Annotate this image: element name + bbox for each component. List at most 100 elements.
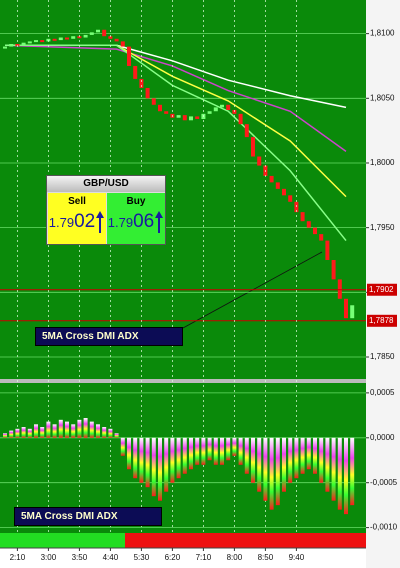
- candle-body: [108, 36, 113, 39]
- x-tick-label: 3:50: [72, 553, 88, 562]
- annotation: 5MA Cross DMI ADX: [35, 327, 183, 346]
- indicator-bar: [269, 437, 274, 510]
- indicator-bar: [213, 437, 218, 465]
- x-tick-label: 8:50: [258, 553, 274, 562]
- candle-body: [220, 104, 224, 108]
- annotation: 5MA Cross DMI ADX: [14, 507, 162, 526]
- candle-body: [145, 87, 150, 99]
- candle-body: [319, 234, 324, 241]
- indicator-bar: [133, 437, 138, 479]
- indicator-bar: [282, 437, 286, 492]
- indicator-bar: [350, 437, 355, 506]
- up-arrow: [96, 211, 104, 233]
- candle-body: [139, 78, 144, 88]
- indicator-bar: [145, 437, 150, 488]
- candle-body: [189, 116, 193, 121]
- candle-body: [288, 195, 293, 202]
- indicator-bar: [139, 437, 144, 483]
- candle-body: [58, 37, 63, 41]
- indicator-bar: [220, 437, 224, 465]
- candle-body: [40, 40, 45, 43]
- indicator-bar: [21, 427, 26, 438]
- candle-body: [207, 111, 212, 114]
- y-tick-label: 1,8100: [370, 29, 395, 38]
- candle-body: [257, 156, 262, 166]
- indicator-bar: [226, 437, 231, 461]
- candle-body: [27, 41, 32, 44]
- x-tick-label: 6:20: [165, 553, 181, 562]
- indicator-bar: [27, 428, 32, 438]
- buy-button[interactable]: Buy 1.7906: [107, 193, 165, 244]
- candle-body: [83, 34, 88, 38]
- indicator-bar: [244, 437, 249, 474]
- quote-widget: GBP/USD Sell 1.7902 Buy 1.7906: [46, 175, 166, 245]
- indicator-bar: [319, 437, 324, 483]
- candle-body: [337, 279, 342, 299]
- indicator-bar: [176, 437, 181, 479]
- indicator-bar: [313, 437, 317, 474]
- indicator-bar: [182, 437, 187, 474]
- indicator-bar: [89, 421, 94, 438]
- sell-label: Sell: [68, 196, 86, 207]
- moving-average: [5, 44, 347, 242]
- candle-body: [164, 111, 169, 114]
- indicator-bar: [257, 437, 262, 492]
- indicator-bar: [9, 430, 14, 438]
- indicator-bar: [170, 437, 175, 483]
- candle-body: [306, 221, 311, 228]
- candle-body: [65, 37, 69, 40]
- x-tick-label: 9:40: [289, 553, 305, 562]
- moving-average: [4, 44, 347, 152]
- candle-body: [3, 46, 7, 49]
- candle-body: [344, 298, 348, 319]
- indicator-bar: [207, 437, 212, 461]
- price-tail: 06: [133, 211, 155, 232]
- candle-body: [269, 175, 274, 183]
- price-tag: [367, 314, 397, 327]
- candle-body: [195, 116, 200, 120]
- candle-body: [300, 212, 305, 222]
- candle-body: [71, 36, 76, 39]
- up-arrow: [155, 211, 163, 233]
- candle-body: [102, 29, 107, 37]
- candle-body: [77, 36, 82, 39]
- indicator-bar: [238, 437, 243, 465]
- x-tick-label: 8:00: [227, 553, 243, 562]
- price-tag: [367, 283, 397, 296]
- indicator-bar: [83, 418, 88, 438]
- candle-body: [282, 188, 286, 196]
- indicator-bar: [300, 437, 305, 474]
- session-strip: [0, 533, 125, 548]
- candle-body: [213, 107, 218, 112]
- indicator-bar: [96, 424, 100, 438]
- indicator-bar: [306, 437, 311, 470]
- candle-body: [9, 43, 14, 47]
- indicator-bar: [158, 437, 162, 501]
- indicator-bar: [127, 437, 131, 470]
- candle-body: [34, 40, 38, 43]
- y-tick-label: 0,0000: [370, 433, 395, 442]
- indicator-bar: [251, 437, 255, 483]
- indicator-bar: [114, 433, 119, 438]
- indicator-bar: [52, 424, 57, 438]
- candle-body: [133, 65, 138, 79]
- indicator-bar: [46, 421, 51, 438]
- candle-body: [226, 104, 231, 110]
- sell-button[interactable]: Sell 1.7902: [48, 193, 106, 244]
- candle-body: [238, 113, 243, 125]
- y-tick-label: 1,8000: [370, 158, 395, 167]
- indicator-bar: [189, 437, 193, 470]
- session-strip: [125, 533, 366, 548]
- buy-price: 1.7906: [107, 211, 155, 233]
- candle-body: [15, 43, 20, 46]
- price-tag-label: 1,7902: [369, 285, 394, 294]
- candle-body: [275, 182, 280, 189]
- indicator-bar: [164, 437, 169, 492]
- candle-body: [151, 98, 156, 105]
- y-tick-label: 0,0005: [370, 388, 395, 397]
- indicator-bar: [344, 437, 348, 515]
- candle-body: [313, 227, 317, 235]
- indicator-bar: [71, 424, 76, 438]
- indicator-bar: [294, 437, 299, 479]
